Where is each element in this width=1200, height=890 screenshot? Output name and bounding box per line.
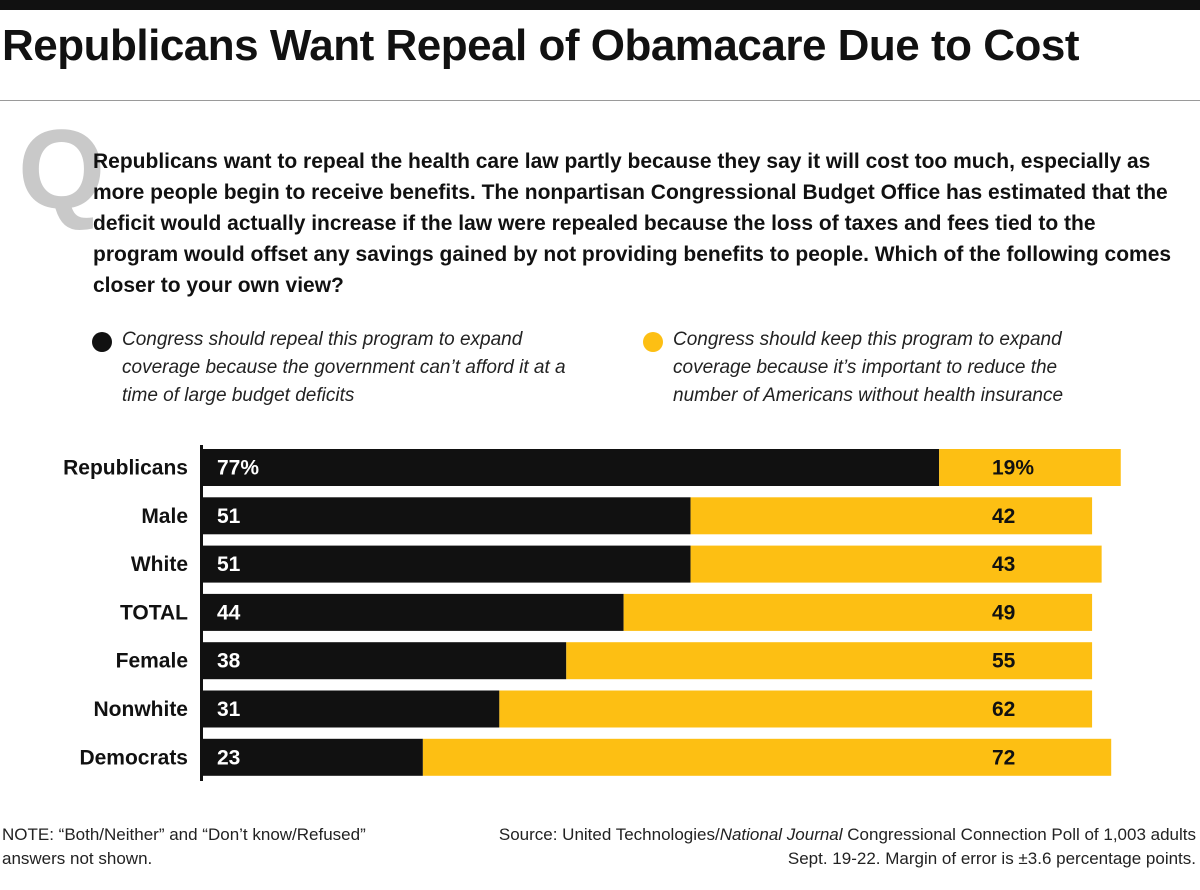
category-label: Nonwhite — [94, 698, 189, 721]
source-prefix: Source: United Technologies/ — [498, 825, 720, 844]
value-label-keep: 19% — [992, 457, 1034, 480]
value-label-repeal: 23 — [217, 746, 240, 769]
bar-repeal — [203, 545, 691, 583]
source-note: Source: United Technologies/National Jou… — [476, 823, 1196, 871]
bar-repeal — [203, 497, 691, 535]
bar-repeal — [203, 738, 423, 776]
chart-title: Republicans Want Repeal of Obamacare Due… — [2, 21, 1080, 70]
question-mark-letter: Q — [18, 107, 106, 232]
category-label: Male — [141, 505, 188, 528]
bar-repeal — [203, 690, 500, 728]
value-label-keep: 49 — [992, 601, 1015, 624]
title-divider — [0, 100, 1200, 101]
bar-repeal — [203, 449, 940, 486]
category-axis-line — [200, 445, 203, 781]
value-label-keep: 43 — [992, 553, 1015, 576]
bar-keep — [422, 738, 1112, 776]
source-suffix: Congressional Connection Poll of 1,003 a… — [787, 825, 1196, 868]
bar-keep — [499, 690, 1093, 728]
value-label-repeal: 31 — [217, 698, 241, 721]
category-label: TOTAL — [120, 601, 188, 624]
value-label-repeal: 51 — [217, 553, 241, 576]
value-label-keep: 55 — [992, 650, 1016, 673]
bar-keep — [690, 545, 1102, 583]
stacked-bar-chart: Republicans 77% 19% Male 51 42 White 51 43 TOTAL 4… — [63, 445, 1121, 781]
bar-repeal — [203, 642, 567, 680]
value-label-repeal: 77% — [217, 457, 259, 480]
category-label: White — [131, 553, 188, 576]
value-label-keep: 42 — [992, 505, 1015, 528]
bar-keep — [939, 449, 1121, 486]
legend-swatch-repeal — [92, 332, 112, 352]
survey-question: Republicans want to repeal the health ca… — [93, 150, 1172, 297]
bar-keep — [690, 497, 1093, 535]
value-label-repeal: 51 — [217, 505, 241, 528]
value-label-repeal: 44 — [217, 601, 241, 624]
value-label-keep: 62 — [992, 698, 1015, 721]
footnote: NOTE: “Both/Neither” and “Don’t know/Ref… — [2, 825, 366, 868]
bar-keep — [623, 593, 1093, 631]
category-label: Democrats — [79, 746, 188, 769]
legend-swatch-keep — [643, 332, 663, 352]
source-publication: National Journal — [719, 825, 843, 844]
category-label: Republicans — [63, 457, 188, 480]
top-rule — [0, 0, 1200, 10]
value-label-repeal: 38 — [217, 650, 241, 673]
bar-keep — [566, 642, 1093, 680]
legend-label-keep: Congress should keep this program to exp… — [673, 329, 1064, 406]
value-label-keep: 72 — [992, 746, 1015, 769]
legend-label-repeal: Congress should repeal this program to e… — [122, 329, 566, 406]
bar-repeal — [203, 593, 624, 631]
category-label: Female — [116, 650, 188, 673]
